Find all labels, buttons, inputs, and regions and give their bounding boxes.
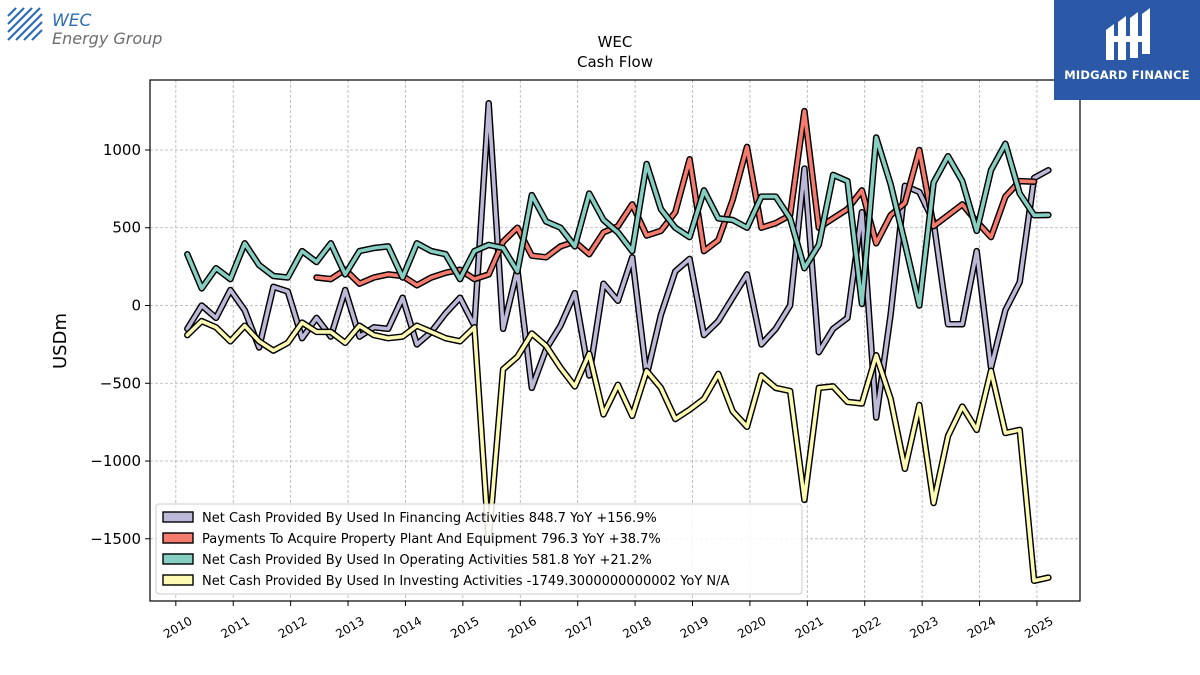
wec-logo: WEC Energy Group xyxy=(6,6,166,48)
chart-title: WEC xyxy=(598,33,633,51)
y-tick-label: −1000 xyxy=(90,452,141,470)
wec-logo-line2: Energy Group xyxy=(52,29,163,48)
x-tick-label: 2013 xyxy=(333,614,366,641)
wec-logo-text: WEC Energy Group xyxy=(52,12,162,48)
legend-item-3: Net Cash Provided By Used In Operating A… xyxy=(162,553,652,568)
x-tick-label: 2018 xyxy=(620,614,653,641)
series-line-stroke xyxy=(185,135,1051,308)
x-tick-label: 2019 xyxy=(678,614,711,641)
legend-item-2: Payments To Acquire Property Plant And E… xyxy=(162,532,661,547)
midgard-logo-icon xyxy=(1106,8,1150,60)
x-tick-label: 2015 xyxy=(448,614,481,641)
series-line-stroke xyxy=(185,101,1051,420)
y-axis-label: USDm xyxy=(50,313,71,369)
midgard-finance-badge: MIDGARD FINANCE xyxy=(1054,0,1200,100)
series-line-2 xyxy=(313,107,1038,289)
y-tick-label: −500 xyxy=(100,374,141,392)
wec-logo-line1: WEC xyxy=(52,11,92,31)
x-tick-label: 2014 xyxy=(391,614,424,641)
legend-label: Net Cash Provided By Used In Investing A… xyxy=(202,574,730,589)
legend-label: Payments To Acquire Property Plant And E… xyxy=(202,532,661,547)
y-tick-label: 0 xyxy=(131,297,141,315)
x-tick-label: 2017 xyxy=(563,614,596,641)
series-line-4 xyxy=(184,317,1052,585)
legend-item-4: Net Cash Provided By Used In Investing A… xyxy=(162,574,730,589)
series-line-1 xyxy=(184,100,1052,421)
legend-swatch xyxy=(162,553,194,565)
x-tick-label: 2023 xyxy=(907,614,940,641)
series-line-stroke xyxy=(314,109,1036,288)
x-tick-label: 2020 xyxy=(735,614,768,641)
series-line-stroke xyxy=(185,319,1051,583)
grid-layer xyxy=(150,80,1080,601)
x-tick-label: 2016 xyxy=(506,614,539,641)
legend-swatch xyxy=(162,532,194,544)
x-tick-label: 2021 xyxy=(793,614,826,641)
wec-logo-mark-icon xyxy=(7,7,43,41)
x-tick-label: 2022 xyxy=(850,614,883,641)
x-tick-label: 2010 xyxy=(161,614,194,641)
legend-swatch xyxy=(162,574,194,586)
y-tick-label: 500 xyxy=(112,219,141,237)
midgard-finance-label: MIDGARD FINANCE xyxy=(1064,68,1190,82)
x-tick-label: 2025 xyxy=(1022,614,1055,641)
plot-frame xyxy=(149,79,1081,602)
series-line-3 xyxy=(184,134,1052,309)
legend-swatch xyxy=(162,511,194,523)
legend: Net Cash Provided By Used In Financing A… xyxy=(155,503,803,595)
legend-label: Net Cash Provided By Used In Financing A… xyxy=(202,511,657,526)
series-layer xyxy=(184,100,1052,585)
y-tick-label: 1000 xyxy=(103,141,141,159)
y-tick-label: −1500 xyxy=(90,530,141,548)
legend-item-1: Net Cash Provided By Used In Financing A… xyxy=(162,511,657,526)
x-tick-label: 2024 xyxy=(965,614,998,641)
legend-box xyxy=(155,503,803,595)
chart-subtitle: Cash Flow xyxy=(577,53,653,71)
x-tick-label: 2011 xyxy=(219,614,252,641)
x-tick-label: 2012 xyxy=(276,614,309,641)
legend-label: Net Cash Provided By Used In Operating A… xyxy=(202,553,652,568)
